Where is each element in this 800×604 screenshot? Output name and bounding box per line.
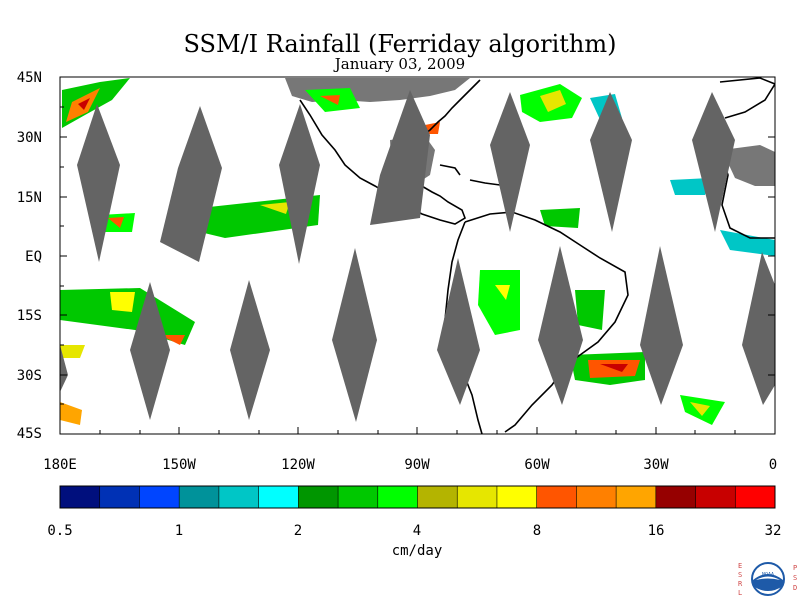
lat-label: 45N — [17, 70, 42, 86]
colorbar-swatch — [60, 486, 101, 508]
colorbar-swatch — [99, 486, 140, 508]
colorbar-unit-label: cm/day — [392, 543, 443, 559]
logo-right-letter: S — [793, 574, 797, 582]
logo-left-letter: S — [738, 571, 742, 579]
colorbar — [59, 485, 776, 509]
colorbar-swatch — [298, 486, 339, 508]
colorbar-swatch — [218, 486, 260, 508]
colorbar-swatch — [616, 486, 657, 508]
swath-gaps — [60, 90, 775, 422]
colorbar-swatch — [417, 486, 458, 508]
noaa-emblem-text: NOAA — [762, 572, 774, 578]
map-plot-area — [60, 77, 775, 434]
colorbar-swatch — [179, 486, 220, 508]
colorbar-swatch — [655, 486, 696, 508]
lon-label: 120W — [281, 457, 315, 473]
noaa-esrl-psd-logo: E S R L P S D NOAA — [736, 560, 800, 600]
lon-label: 180E — [43, 457, 77, 473]
map-title: SSM/I Rainfall (Ferriday algorithm) — [183, 30, 617, 58]
logo-left-letter: L — [738, 589, 742, 597]
colorbar-swatch — [139, 486, 180, 508]
colorbar-tick-label: 8 — [533, 523, 541, 539]
lat-label: 30N — [17, 130, 42, 146]
lat-label: 15N — [17, 190, 42, 206]
colorbar-swatch — [338, 486, 379, 508]
lat-label: EQ — [25, 249, 42, 265]
colorbar-swatch — [576, 486, 617, 508]
colorbar-tick-label: 2 — [294, 523, 302, 539]
logo-left-letter: R — [738, 580, 743, 588]
lon-label: 150W — [162, 457, 196, 473]
colorbar-swatch — [457, 486, 498, 508]
colorbar-swatch — [735, 486, 776, 508]
colorbar-tick-label: 4 — [413, 523, 421, 539]
colorbar-swatch — [377, 486, 418, 508]
lat-label: 30S — [17, 368, 42, 384]
lon-label: 60W — [524, 457, 550, 473]
colorbar-swatch — [496, 486, 538, 508]
logo-left-letter: E — [738, 562, 742, 570]
longitude-labels: 180E 150W 120W 90W 60W 30W 0 — [43, 457, 777, 473]
colorbar-tick-label: 1 — [175, 523, 183, 539]
latitude-ticks — [60, 76, 775, 435]
colorbar-tick-label: 32 — [765, 523, 782, 539]
rainfall-patches — [60, 78, 775, 425]
colorbar-swatch — [695, 486, 736, 508]
latitude-labels: 45N 30N 15N EQ 15S 30S 45S — [17, 70, 42, 442]
colorbar-tick-label: 0.5 — [47, 523, 72, 539]
colorbar-swatch — [536, 486, 577, 508]
colorbar-tick-label: 16 — [648, 523, 665, 539]
colorbar-swatch — [258, 486, 299, 508]
lat-label: 45S — [17, 426, 42, 442]
lon-label: 0 — [769, 457, 777, 473]
colorbar-tick-labels: 0.5 1 2 4 8 16 32 — [47, 523, 781, 539]
lon-label: 90W — [404, 457, 430, 473]
longitude-ticks — [59, 427, 776, 434]
logo-right-letter: D — [793, 584, 797, 592]
map-date: January 03, 2009 — [334, 55, 466, 73]
logo-right-letter: P — [793, 564, 797, 572]
lon-label: 30W — [643, 457, 669, 473]
lat-label: 15S — [17, 308, 42, 324]
